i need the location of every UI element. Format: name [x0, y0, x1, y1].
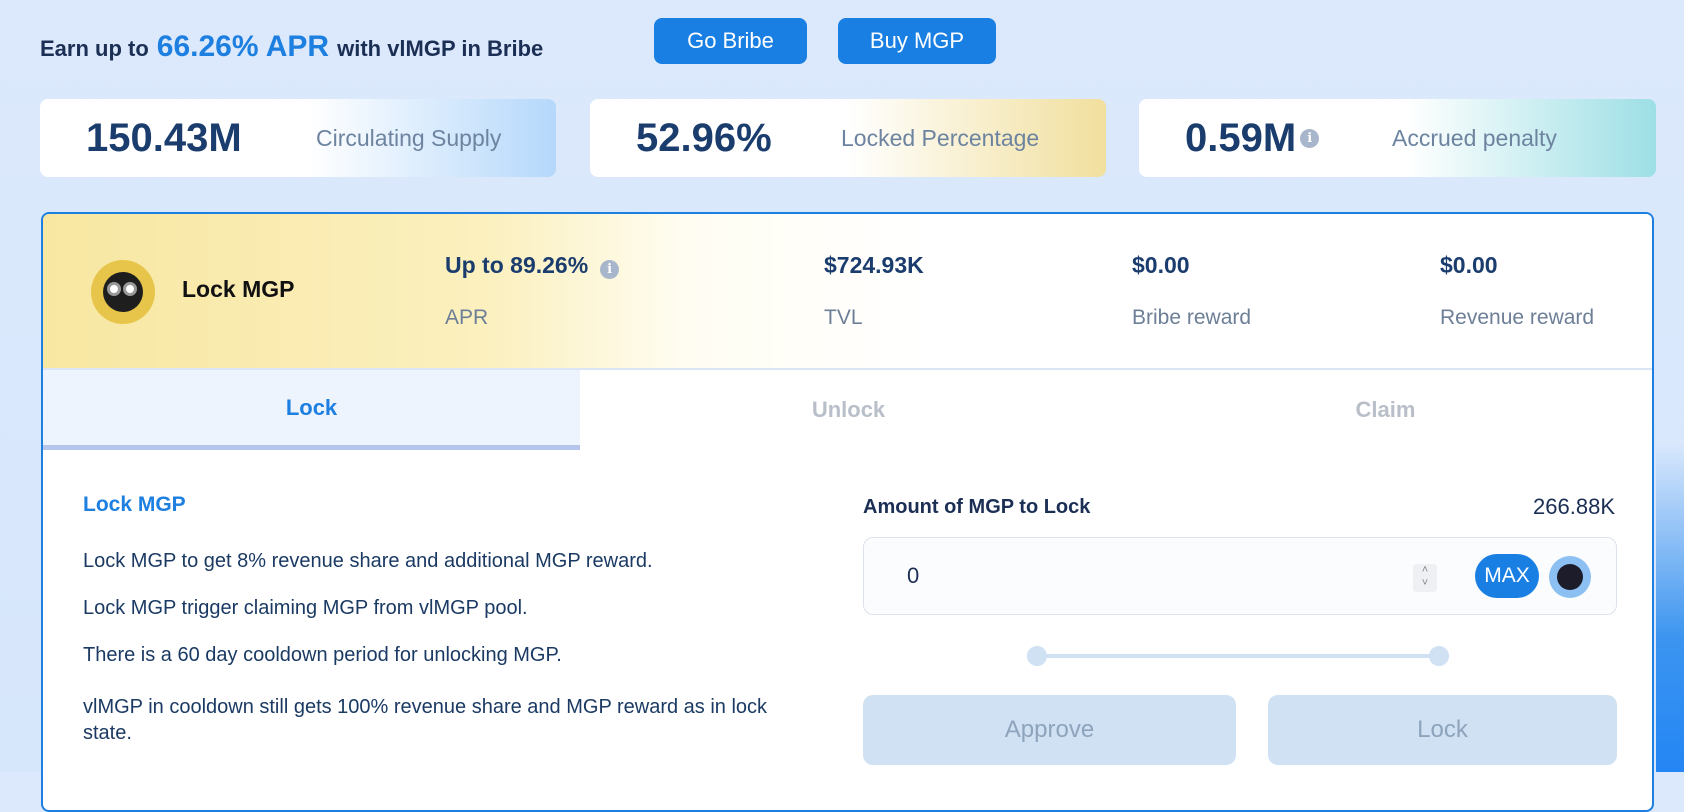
- tvl-label: TVL: [824, 306, 863, 329]
- tab-lock[interactable]: Lock: [43, 370, 580, 450]
- stat-label: Accrued penalty: [1392, 124, 1557, 151]
- tab-unlock[interactable]: Unlock: [811, 397, 886, 422]
- mgp-token-icon: [1549, 556, 1591, 598]
- stat-accrued-penalty: 0.59M i Accrued penalty: [1139, 99, 1656, 177]
- promo-banner: Earn up to 66.26% APR with vlMGP in Brib…: [40, 30, 543, 64]
- stat-label: Locked Percentage: [841, 124, 1040, 151]
- lock-section-title: Lock MGP: [83, 493, 186, 516]
- stat-locked-percentage: 52.96% Locked Percentage: [590, 99, 1106, 177]
- amount-slider-handle[interactable]: [1027, 646, 1047, 666]
- max-button[interactable]: MAX: [1475, 554, 1539, 598]
- amount-input[interactable]: 0 ˄ ˅ MAX: [863, 537, 1617, 615]
- tab-claim[interactable]: Claim: [1355, 397, 1416, 422]
- lock-description: Lock MGP trigger claiming MGP from vlMGP…: [83, 597, 528, 619]
- apr-value: Up to 89.26% i: [445, 252, 620, 279]
- lock-description: There is a 60 day cooldown period for un…: [83, 644, 562, 666]
- stat-label: Circulating Supply: [316, 124, 502, 151]
- mgp-token-icon: [91, 260, 155, 324]
- promo-suffix: with vlMGP in Bribe: [337, 36, 544, 61]
- amount-slider-track[interactable]: [1038, 654, 1443, 658]
- stat-value: 0.59M: [1185, 115, 1297, 160]
- amount-input-value[interactable]: 0: [907, 563, 920, 588]
- number-stepper[interactable]: ˄ ˅: [1413, 564, 1437, 592]
- promo-apr: 66.26% APR: [156, 30, 330, 63]
- pool-title: Lock MGP: [182, 276, 295, 302]
- side-decoration: [1656, 440, 1684, 772]
- bribe-reward-label: Bribe reward: [1132, 306, 1252, 329]
- tvl-value: $724.93K: [824, 252, 924, 278]
- buy-mgp-button[interactable]: Buy MGP: [838, 18, 996, 64]
- stat-circulating-supply: 150.43M Circulating Supply: [40, 99, 556, 177]
- promo-prefix: Earn up to: [40, 36, 149, 61]
- stat-value: 52.96%: [636, 115, 772, 160]
- info-icon[interactable]: i: [600, 260, 620, 279]
- lock-description: vlMGP in cooldown still gets 100% revenu…: [83, 696, 768, 744]
- revenue-reward-value: $0.00: [1440, 252, 1498, 278]
- amount-slider-max-point: [1429, 646, 1449, 666]
- lock-button[interactable]: Lock: [1268, 695, 1617, 765]
- stat-value: 150.43M: [86, 115, 242, 160]
- bribe-reward-value: $0.00: [1132, 252, 1190, 278]
- approve-button[interactable]: Approve: [863, 695, 1236, 765]
- amount-label: Amount of MGP to Lock: [863, 496, 1091, 518]
- lock-mgp-panel: Lock MGP Up to 89.26% i APR $724.93K TVL $…: [41, 212, 1654, 812]
- pool-header: Lock MGP Up to 89.26% i APR $724.93K TVL $…: [43, 214, 1652, 370]
- info-icon[interactable]: i: [1300, 128, 1320, 148]
- mgp-balance: 266.88K: [1533, 494, 1615, 519]
- apr-label: APR: [445, 306, 489, 329]
- revenue-reward-label: Revenue reward: [1440, 306, 1595, 329]
- go-bribe-button[interactable]: Go Bribe: [654, 18, 807, 64]
- lock-description: Lock MGP to get 8% revenue share and add…: [83, 550, 653, 572]
